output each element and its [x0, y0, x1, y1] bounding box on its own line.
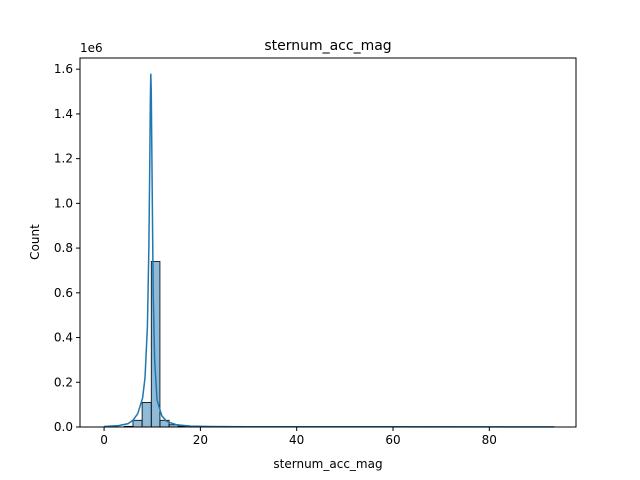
y-tick-label: 1.0: [54, 196, 73, 210]
y-axis-ticks: 0.0 0.2 0.4 0.6 0.8 1.0 1.2 1.4 1.6: [54, 62, 80, 434]
y-axis-offset-label: 1e6: [80, 41, 103, 55]
x-tick-label: 60: [385, 433, 400, 447]
plot-frame: [79, 57, 577, 428]
y-tick-label: 1.4: [54, 107, 73, 121]
histogram-bars: [123, 261, 197, 428]
kde-curve: [104, 73, 555, 428]
x-axis-label: sternum_acc_mag: [273, 457, 382, 471]
y-axis-label: Count: [28, 224, 42, 260]
x-tick-label: 80: [482, 433, 497, 447]
y-tick-label: 0.4: [54, 331, 73, 345]
histogram-bar-2: [141, 401, 152, 428]
x-tick-label: 0: [100, 433, 108, 447]
x-tick-label: 20: [193, 433, 208, 447]
chart-title: sternum_acc_mag: [264, 38, 391, 54]
y-tick-label: 1.6: [54, 62, 73, 76]
y-tick-label: 0.8: [54, 241, 73, 255]
y-tick-label: 0.2: [54, 375, 73, 389]
x-axis-ticks: 0 20 40 60 80: [100, 427, 497, 447]
x-tick-label: 40: [289, 433, 304, 447]
y-tick-label: 0.6: [54, 286, 73, 300]
y-tick-label: 0.0: [54, 420, 73, 434]
y-tick-label: 1.2: [54, 152, 73, 166]
histogram-bar-1: [132, 419, 143, 428]
